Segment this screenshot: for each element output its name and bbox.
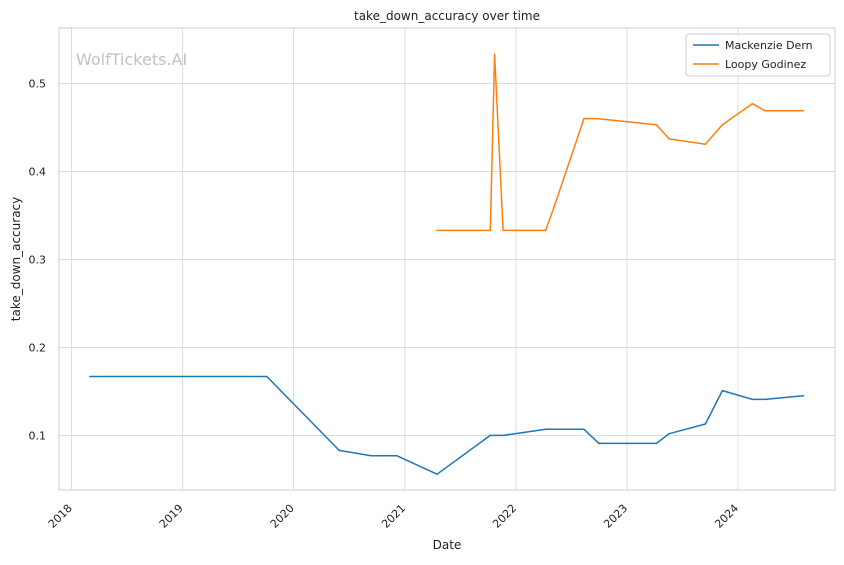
data-point-mackenzie-dern [89,375,91,378]
data-point-loopy-godinez [655,124,658,126]
data-point-loopy-godinez [583,117,585,120]
data-point-loopy-godinez [544,229,547,232]
y-axis-label: take_down_accuracy [9,197,23,321]
plot-frame [58,27,836,491]
y-tick-label: 0.4 [29,165,47,178]
data-point-mackenzie-dern [544,428,547,431]
data-point-mackenzie-dern [436,473,438,476]
data-point-mackenzie-dern [370,454,372,457]
data-point-mackenzie-dern [395,454,398,457]
data-point-mackenzie-dern [802,395,805,397]
data-point-loopy-godinez [489,229,492,232]
data-point-mackenzie-dern [721,389,724,392]
data-point-loopy-godinez [721,124,724,126]
data-point-mackenzie-dern [266,375,268,378]
series-line-mackenzie-dern [90,375,804,475]
data-point-loopy-godinez [553,205,555,208]
legend-box [685,33,831,77]
y-tick-label: 0.5 [29,77,47,90]
data-point-loopy-godinez [502,229,504,232]
data-point-loopy-godinez [668,138,670,140]
legend: Mackenzie Dern Loopy Godinez [685,33,831,77]
data-point-loopy-godinez [596,117,598,120]
data-point-loopy-godinez [802,109,805,112]
data-point-mackenzie-dern [704,423,707,425]
watermark: WolfTickets.AI [76,50,187,69]
data-point-mackenzie-dern [338,449,341,452]
y-tick-label: 0.3 [29,253,47,266]
chart-title: take_down_accuracy over time [354,9,540,23]
data-point-loopy-godinez [764,109,766,112]
series-layer [89,53,805,476]
legend-label-loopy-godinez: Loopy Godinez [725,58,806,71]
grid [59,28,835,490]
data-point-mackenzie-dern [655,442,658,445]
data-point-mackenzie-dern [668,432,670,435]
data-point-mackenzie-dern [598,442,600,445]
data-point-mackenzie-dern [502,434,504,437]
data-point-mackenzie-dern [489,434,492,437]
x-axis-label: Date [433,538,462,552]
y-tick-label: 0.2 [29,341,47,354]
legend-label-mackenzie-dern: Mackenzie Dern [725,39,813,52]
data-point-loopy-godinez [493,53,496,56]
data-point-mackenzie-dern [583,428,585,431]
data-point-loopy-godinez [704,143,707,145]
data-point-mackenzie-dern [764,398,766,401]
y-tick-label: 0.1 [29,429,47,442]
data-point-mackenzie-dern [751,398,754,401]
data-point-loopy-godinez [751,102,754,105]
data-point-loopy-godinez [436,229,438,232]
